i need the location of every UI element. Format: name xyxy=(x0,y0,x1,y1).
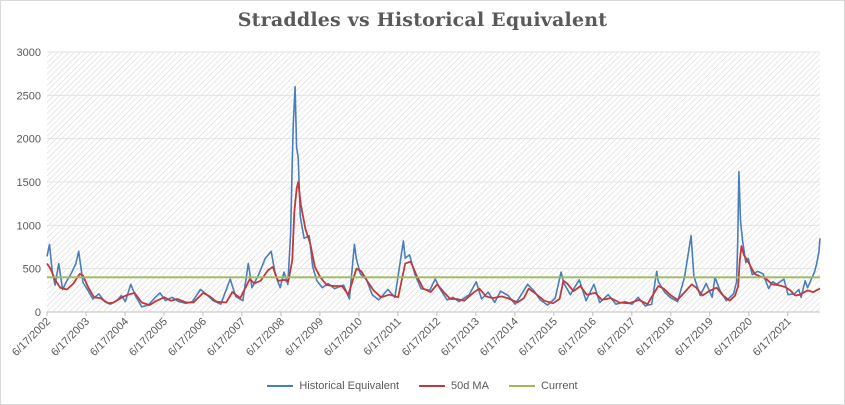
legend-label-ma: 50d MA xyxy=(451,380,489,392)
x-tick-label: 6/17/2021 xyxy=(751,316,794,359)
legend-item-historical[interactable]: Historical Equivalent xyxy=(267,380,399,392)
y-tick-label: 1500 xyxy=(17,177,41,189)
legend-item-current[interactable]: Current xyxy=(508,380,578,392)
x-tick-label: 6/17/2010 xyxy=(322,316,365,359)
x-tick-label: 6/17/2012 xyxy=(400,316,443,359)
x-tick-label: 6/17/2014 xyxy=(478,316,521,359)
x-tick-label: 6/17/2005 xyxy=(127,316,170,359)
y-tick-label: 0 xyxy=(35,307,41,319)
x-tick-label: 6/17/2017 xyxy=(595,316,638,359)
legend-swatch-current xyxy=(508,385,535,387)
x-tick-label: 6/17/2018 xyxy=(634,316,677,359)
x-tick-label: 6/17/2011 xyxy=(361,316,404,359)
y-tick-label: 1000 xyxy=(17,220,41,232)
y-tick-label: 2500 xyxy=(17,90,41,102)
x-tick-label: 6/17/2009 xyxy=(283,316,326,359)
legend-swatch-ma xyxy=(419,385,446,387)
x-tick-label: 6/17/2013 xyxy=(439,316,482,359)
x-tick-label: 6/17/2007 xyxy=(205,316,248,359)
x-tick-label: 6/17/2002 xyxy=(10,316,53,359)
legend: Historical Equivalent 50d MA Current xyxy=(1,378,844,394)
x-tick-label: 6/17/2016 xyxy=(556,316,599,359)
x-tick-label: 6/17/2008 xyxy=(244,316,287,359)
x-tick-label: 6/17/2020 xyxy=(712,316,755,359)
legend-label-current: Current xyxy=(540,380,578,392)
ma-50d-line xyxy=(46,181,821,307)
y-tick-label: 3000 xyxy=(17,47,41,59)
x-tick-label: 6/17/2019 xyxy=(673,316,716,359)
x-tick-label: 6/17/2004 xyxy=(88,316,131,359)
x-tick-label: 6/17/2003 xyxy=(49,316,92,359)
y-tick-label: 500 xyxy=(23,264,41,276)
legend-swatch-historical xyxy=(267,385,294,387)
y-axis-ticks: 0 500 1000 1500 2000 2500 3000 xyxy=(17,47,41,319)
x-tick-label: 6/17/2006 xyxy=(166,316,209,359)
x-axis-ticks: 6/17/20026/17/20036/17/20046/17/20056/17… xyxy=(10,311,820,359)
legend-label-historical: Historical Equivalent xyxy=(299,380,400,392)
y-tick-label: 2000 xyxy=(17,134,41,146)
legend-item-ma[interactable]: 50d MA xyxy=(419,380,489,392)
chart-title: Straddles vs Historical Equivalent xyxy=(237,9,608,31)
x-tick-label: 6/17/2015 xyxy=(517,316,560,359)
series-lines xyxy=(46,85,821,308)
